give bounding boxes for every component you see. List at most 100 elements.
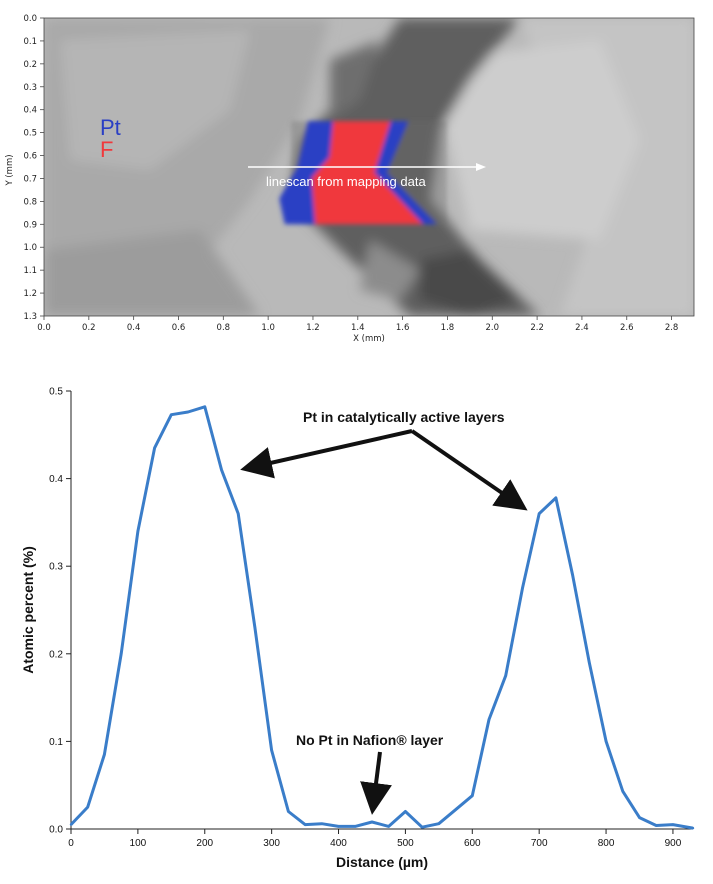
data-point (554, 496, 558, 500)
data-point (153, 446, 156, 450)
chart-y-axis: 0.0 0.1 0.2 0.3 0.4 0.5 (49, 387, 71, 836)
map-y-tick-label: 1.3 (23, 312, 37, 322)
linescan-arrow (248, 163, 486, 171)
map-y-tick-label: 0.4 (23, 106, 37, 116)
data-point (237, 512, 240, 515)
y-tick-label: 0.3 (49, 562, 63, 573)
map-y-axis: 0.0 0.1 0.2 0.3 0.4 0.5 0.6 0.7 0.8 0.9 1.0 1.1 1.2 1… (23, 14, 44, 322)
data-point (638, 816, 641, 819)
data-point (203, 405, 206, 408)
linescan-chart-panel: 0 100 200 300 400 500 600 700 800 900 0.0 0.1 0.2 0.… (0, 380, 713, 884)
x-tick-label: 200 (196, 838, 213, 849)
map-x-tick-label: 1.4 (351, 323, 365, 333)
elemental-map-figure: linescan from mapping data Pt F 0.0 0.2 0.… (5, 14, 695, 344)
map-x-axis: 0.0 0.2 0.4 0.6 0.8 1.0 1.2 1.4 1.6 1.8 2.0 2.2 2.4 2… (37, 316, 678, 333)
annotation-no-pt-nafion: No Pt in Nafion® layer (296, 732, 444, 748)
map-y-tick-label: 0.5 (23, 129, 37, 139)
chart-y-axis-title: Atomic percent (%) (20, 546, 36, 674)
data-point (103, 753, 106, 756)
line-data-points (69, 405, 695, 830)
map-x-tick-label: 2.2 (530, 323, 544, 333)
data-point (303, 823, 307, 826)
data-point (253, 626, 257, 629)
data-point (537, 512, 541, 515)
map-y-tick-label: 0.1 (23, 37, 37, 47)
map-y-tick-label: 0.7 (23, 174, 37, 184)
f-region (311, 121, 423, 225)
y-tick-label: 0.2 (49, 649, 63, 660)
map-x-tick-label: 1.8 (441, 323, 455, 333)
map-x-tick-label: 2.4 (575, 323, 589, 333)
legend-f: F (100, 137, 113, 162)
data-point (86, 805, 89, 809)
data-point (270, 748, 273, 752)
arrow-to-left-peak (240, 429, 413, 479)
map-x-tick-label: 0.4 (127, 323, 141, 333)
data-point (387, 825, 390, 828)
data-point (691, 826, 695, 830)
pt-atomic-percent-line (69, 405, 694, 830)
x-tick-label: 600 (464, 838, 481, 849)
data-point (69, 823, 73, 826)
data-point (621, 790, 624, 793)
map-x-tick-label: 0.6 (172, 323, 186, 333)
map-x-tick-label: 1.0 (261, 323, 275, 333)
data-point (521, 586, 524, 590)
map-y-tick-label: 1.0 (23, 243, 37, 253)
linescan-label: linescan from mapping data (266, 174, 426, 189)
x-tick-label: 0 (68, 838, 74, 849)
map-x-tick-label: 0.0 (37, 323, 51, 333)
micrograph-image (44, 18, 694, 316)
chart-x-axis-title: Distance (µm) (336, 854, 428, 870)
chart-x-axis: 0 100 200 300 400 500 600 700 800 900 (68, 829, 682, 849)
data-point (287, 810, 290, 813)
y-tick-label: 0.4 (49, 474, 63, 485)
map-x-tick-label: 2.0 (486, 323, 500, 333)
data-point (370, 820, 374, 824)
elemental-map-panel: linescan from mapping data Pt F 0.0 0.2 0.… (0, 0, 713, 350)
x-tick-label: 800 (598, 838, 615, 849)
map-y-tick-label: 0.2 (23, 60, 37, 70)
map-x-tick-label: 0.8 (217, 323, 231, 333)
data-point (404, 810, 407, 813)
map-y-tick-label: 0.3 (23, 83, 37, 93)
data-point (655, 824, 658, 827)
map-x-tick-label: 2.8 (665, 323, 679, 333)
chart-axes (70, 391, 693, 830)
data-point (504, 674, 507, 677)
data-point (588, 661, 591, 664)
data-point (186, 410, 190, 414)
data-point (119, 652, 123, 655)
map-x-tick-label: 1.6 (396, 323, 410, 333)
data-point (354, 825, 357, 828)
map-y-tick-label: 0.8 (23, 197, 37, 207)
map-frame (43, 17, 695, 317)
map-y-tick-label: 1.2 (23, 289, 37, 299)
map-y-tick-label: 0.0 (23, 14, 37, 24)
data-point (170, 413, 173, 416)
map-x-axis-title: X (mm) (353, 334, 385, 344)
data-point (136, 529, 140, 533)
x-tick-label: 300 (263, 838, 280, 849)
data-point (471, 794, 474, 797)
data-point (671, 823, 675, 826)
linescan-chart: 0 100 200 300 400 500 600 700 800 900 0.00.10.20.… (20, 387, 695, 870)
map-x-tick-label: 0.2 (82, 323, 96, 333)
map-x-tick-label: 2.6 (620, 323, 634, 333)
map-y-tick-label: 1.1 (23, 266, 37, 276)
x-tick-label: 500 (397, 838, 414, 849)
data-point (487, 718, 491, 721)
data-point (437, 822, 441, 825)
data-point (337, 825, 340, 828)
annotation-pt-active-layers: Pt in catalytically active layers (303, 409, 505, 425)
map-x-tick-label: 1.2 (306, 323, 320, 333)
x-tick-label: 100 (130, 838, 147, 849)
data-point (454, 808, 457, 811)
data-point (220, 468, 223, 472)
y-tick-label: 0.5 (49, 387, 63, 398)
arrow-to-right-peak (410, 429, 528, 511)
map-y-tick-label: 0.6 (23, 152, 37, 162)
legend-pt: Pt (100, 115, 121, 140)
map-y-axis-title: Y (mm) (5, 154, 15, 186)
pt-f-map-overlay (279, 121, 447, 225)
